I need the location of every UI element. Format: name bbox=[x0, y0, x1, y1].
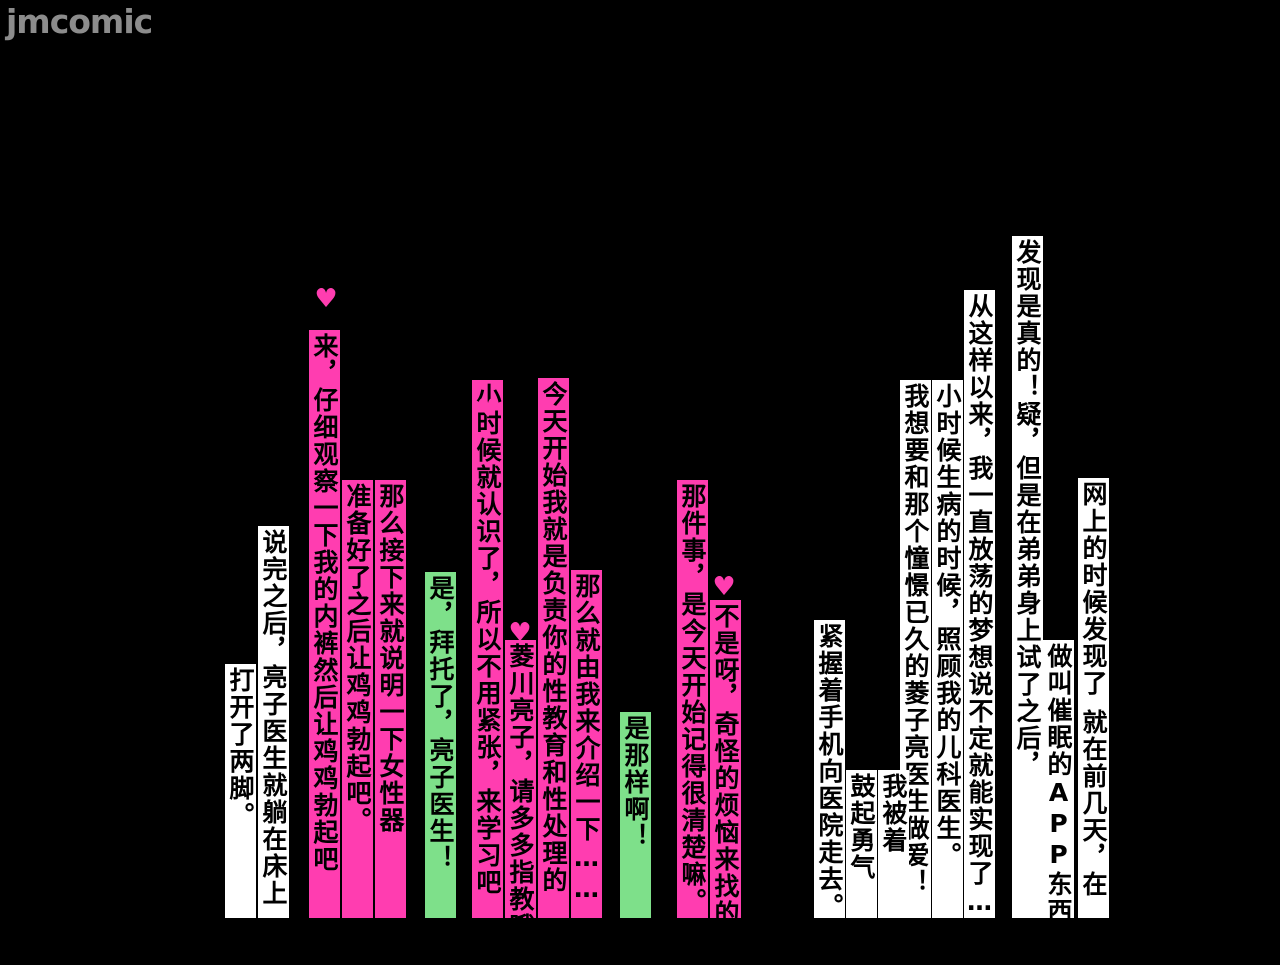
heart-icon: ♥ bbox=[712, 572, 736, 602]
text-column: 今天开始我就是负责你的性教育和性处理的 bbox=[538, 378, 569, 918]
column-text: 我被着 bbox=[879, 773, 908, 854]
column-text: 是，拜托了，亮子医生！ bbox=[426, 575, 455, 872]
column-text: 那件事，是今天开始记得很清楚嘛。 bbox=[678, 483, 707, 915]
text-column: 那么接下来就说明一下女性器 bbox=[375, 480, 406, 918]
heart-icon: ♥ bbox=[508, 618, 532, 648]
text-column: 就在前几天，在 bbox=[1078, 706, 1109, 918]
text-column: 做叫催眠的APP东西。 bbox=[1043, 640, 1074, 918]
text-column: 发现是真的！ bbox=[1012, 236, 1043, 402]
text-column: 紧握着手机向医院走去。 bbox=[814, 620, 845, 918]
column-text: 菱川亮子，请多多指教哦。 bbox=[506, 643, 535, 918]
text-column: 是那样啊！ bbox=[620, 712, 651, 918]
site-logo: jmcomic bbox=[6, 2, 153, 41]
column-text: 是那样啊！ bbox=[621, 715, 650, 850]
text-column: 是，拜托了，亮子医生！ bbox=[425, 572, 456, 918]
column-text: 不是呀，奇怪的烦恼来找的呢 bbox=[711, 603, 740, 918]
column-text: 紧握着手机向医院走去。 bbox=[815, 623, 844, 918]
text-column: 我被着 bbox=[878, 770, 909, 918]
column-text: 那么接下来就说明一下女性器 bbox=[376, 483, 405, 834]
text-column: 准备好了之后让鸡鸡勃起吧。 bbox=[342, 480, 373, 918]
text-column: 那么就由我来介绍一下…… bbox=[571, 570, 602, 918]
column-text: 小时候生病的时候，照顾我的儿科医生。 bbox=[933, 383, 962, 869]
text-column: 从这样以来，我一直放荡的梦想说不定就能实现了…… bbox=[964, 290, 995, 918]
column-text: 鼓起勇气 bbox=[847, 773, 876, 881]
heart-icon: ♥ bbox=[476, 394, 500, 424]
column-text: 发现是真的！ bbox=[1013, 239, 1042, 401]
column-text: 做叫催眠的APP东西。 bbox=[1044, 643, 1073, 918]
text-column: 说完之后，亮子医生就躺在床上 bbox=[258, 526, 289, 918]
text-column: 小时候就认识了，所以不用紧张，来学习吧 bbox=[472, 380, 503, 918]
text-column: 打开了两脚。 bbox=[225, 664, 256, 918]
text-column: 不是呀，奇怪的烦恼来找的呢 bbox=[710, 600, 741, 918]
column-text: 准备好了之后让鸡鸡勃起吧。 bbox=[343, 483, 372, 834]
column-text: 小时候就认识了，所以不用紧张，来学习吧 bbox=[473, 383, 502, 896]
text-column: 那件事，是今天开始记得很清楚嘛。 bbox=[677, 480, 708, 918]
text-column: 来，仔细观察一下我的内裤然后让鸡鸡勃起吧 bbox=[309, 330, 340, 918]
column-text: 说完之后，亮子医生就躺在床上 bbox=[259, 529, 288, 907]
heart-icon: ♥ bbox=[314, 284, 338, 314]
text-column: 鼓起勇气 bbox=[846, 770, 877, 918]
column-text: 那么就由我来介绍一下…… bbox=[572, 573, 601, 905]
text-column: 菱川亮子，请多多指教哦。 bbox=[505, 640, 536, 918]
text-column: 小时候生病的时候，照顾我的儿科医生。 bbox=[932, 380, 963, 918]
column-text: 今天开始我就是负责你的性教育和性处理的 bbox=[539, 381, 568, 894]
column-text: 从这样以来，我一直放荡的梦想说不定就能实现了…… bbox=[965, 293, 994, 918]
column-text: 来，仔细观察一下我的内裤然后让鸡鸡勃起吧 bbox=[310, 333, 339, 873]
column-text: 打开了两脚。 bbox=[226, 667, 255, 829]
column-text: 就在前几天，在 bbox=[1079, 709, 1108, 898]
